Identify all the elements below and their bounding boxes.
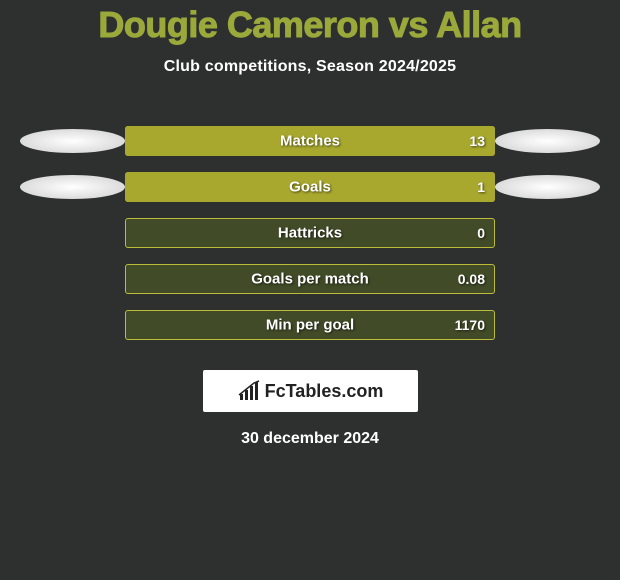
player-marker-right	[495, 175, 600, 199]
infographic-container: Dougie Cameron vs Allan Club competition…	[0, 0, 620, 448]
stat-value: 0	[477, 225, 485, 241]
player-marker-left	[20, 175, 125, 199]
stat-value: 1170	[455, 317, 485, 333]
stat-value: 13	[469, 133, 485, 149]
stat-label: Matches	[280, 133, 340, 150]
date-label: 30 december 2024	[0, 430, 620, 448]
chart-icon	[237, 380, 261, 402]
stat-row: Goals per match 0.08	[0, 256, 620, 302]
stat-value: 1	[477, 179, 485, 195]
logo-box: FcTables.com	[203, 370, 418, 412]
page-title: Dougie Cameron vs Allan	[0, 4, 620, 46]
stat-bar: Goals per match 0.08	[125, 264, 495, 294]
stat-label: Goals	[289, 179, 331, 196]
stat-row: Goals 1	[0, 164, 620, 210]
stat-bar: Matches 13	[125, 126, 495, 156]
player-marker-right	[495, 129, 600, 153]
stat-label: Hattricks	[278, 225, 342, 242]
stat-bar: Goals 1	[125, 172, 495, 202]
stat-bar: Hattricks 0	[125, 218, 495, 248]
stat-label: Goals per match	[251, 271, 369, 288]
player-marker-left	[20, 129, 125, 153]
stat-value: 0.08	[458, 271, 485, 287]
stat-label: Min per goal	[266, 317, 354, 334]
subtitle: Club competitions, Season 2024/2025	[0, 58, 620, 76]
stats-list: Matches 13 Goals 1 Hattricks 0 Goals per match…	[0, 118, 620, 348]
stat-row: Min per goal 1170	[0, 302, 620, 348]
stat-bar: Min per goal 1170	[125, 310, 495, 340]
logo-text: FcTables.com	[265, 381, 384, 402]
stat-row: Hattricks 0	[0, 210, 620, 256]
stat-row: Matches 13	[0, 118, 620, 164]
